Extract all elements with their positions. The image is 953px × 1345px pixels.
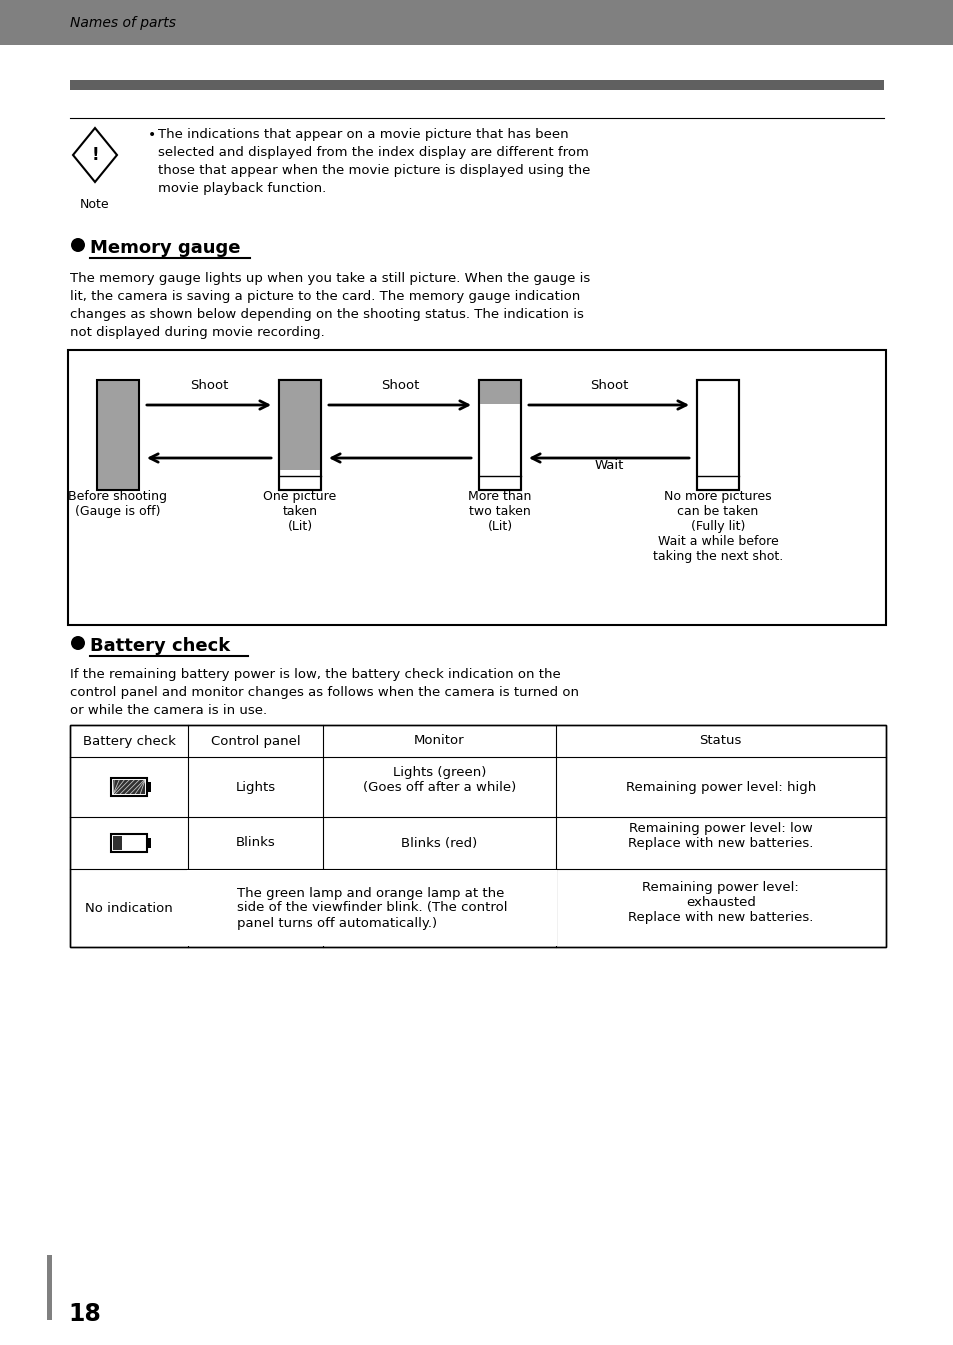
Bar <box>112 834 147 851</box>
Bar <box>478 381 520 490</box>
Text: Before shooting
(Gauge is off): Before shooting (Gauge is off) <box>69 490 168 518</box>
Bar <box>113 837 122 850</box>
Circle shape <box>71 238 85 252</box>
Text: !: ! <box>91 147 99 164</box>
Text: Shoot: Shoot <box>190 379 228 391</box>
Bar <box>278 381 320 490</box>
Text: Battery check: Battery check <box>90 638 230 655</box>
Text: those that appear when the movie picture is displayed using the: those that appear when the movie picture… <box>158 164 590 178</box>
Text: Blinks: Blinks <box>235 837 275 850</box>
Text: •: • <box>148 128 156 143</box>
Text: Shoot: Shoot <box>589 379 627 391</box>
Bar <box>113 780 145 794</box>
Text: The memory gauge lights up when you take a still picture. When the gauge is: The memory gauge lights up when you take… <box>70 272 590 285</box>
Text: Remaining power level: high: Remaining power level: high <box>625 780 815 794</box>
Text: No indication: No indication <box>85 901 172 915</box>
Text: Status: Status <box>699 734 741 748</box>
Text: 18: 18 <box>68 1302 101 1326</box>
Text: Names of parts: Names of parts <box>70 16 175 30</box>
Text: Lights (green)
(Goes off after a while): Lights (green) (Goes off after a while) <box>362 767 516 794</box>
Bar <box>0 0 953 44</box>
Bar <box>112 777 147 796</box>
Text: The indications that appear on a movie picture that has been: The indications that appear on a movie p… <box>158 128 568 141</box>
Bar <box>697 381 739 490</box>
Text: Battery check: Battery check <box>83 734 175 748</box>
Text: More than
two taken
(Lit): More than two taken (Lit) <box>468 490 531 533</box>
Bar <box>70 725 885 947</box>
Text: Memory gauge: Memory gauge <box>90 239 240 257</box>
Bar <box>478 381 520 405</box>
Bar <box>478 381 520 490</box>
Bar <box>187 870 556 946</box>
Text: not displayed during movie recording.: not displayed during movie recording. <box>70 325 324 339</box>
Bar <box>70 725 885 947</box>
Bar <box>697 381 739 490</box>
Text: One picture
taken
(Lit): One picture taken (Lit) <box>263 490 336 533</box>
Bar <box>68 350 885 625</box>
Text: Lights: Lights <box>235 780 275 794</box>
Text: Control panel: Control panel <box>211 734 300 748</box>
Text: If the remaining battery power is low, the battery check indication on the: If the remaining battery power is low, t… <box>70 668 560 681</box>
Bar <box>278 381 320 471</box>
Text: No more pictures
can be taken
(Fully lit)
Wait a while before
taking the next sh: No more pictures can be taken (Fully lit… <box>652 490 782 564</box>
Circle shape <box>71 636 85 650</box>
Bar <box>97 381 139 490</box>
Bar <box>278 381 320 490</box>
Polygon shape <box>73 128 117 182</box>
Text: Monitor: Monitor <box>414 734 464 748</box>
Text: Remaining power level: low
Replace with new batteries.: Remaining power level: low Replace with … <box>627 822 813 850</box>
Text: Blinks (red): Blinks (red) <box>400 837 476 850</box>
Bar <box>147 781 151 792</box>
Text: Wait: Wait <box>594 459 623 472</box>
Text: or while the camera is in use.: or while the camera is in use. <box>70 703 267 717</box>
Bar <box>147 838 151 847</box>
Text: Remaining power level:
exhausted
Replace with new batteries.: Remaining power level: exhausted Replace… <box>627 881 813 924</box>
Text: changes as shown below depending on the shooting status. The indication is: changes as shown below depending on the … <box>70 308 583 321</box>
Text: Note: Note <box>80 198 110 211</box>
Text: Shoot: Shoot <box>380 379 418 391</box>
Text: control panel and monitor changes as follows when the camera is turned on: control panel and monitor changes as fol… <box>70 686 578 699</box>
Bar <box>70 79 883 90</box>
Bar <box>47 1255 52 1319</box>
Text: lit, the camera is saving a picture to the card. The memory gauge indication: lit, the camera is saving a picture to t… <box>70 291 579 303</box>
Text: The green lamp and orange lamp at the
side of the viewfinder blink. (The control: The green lamp and orange lamp at the si… <box>236 886 507 929</box>
Text: selected and displayed from the index display are different from: selected and displayed from the index di… <box>158 147 588 159</box>
Text: movie playback function.: movie playback function. <box>158 182 326 195</box>
